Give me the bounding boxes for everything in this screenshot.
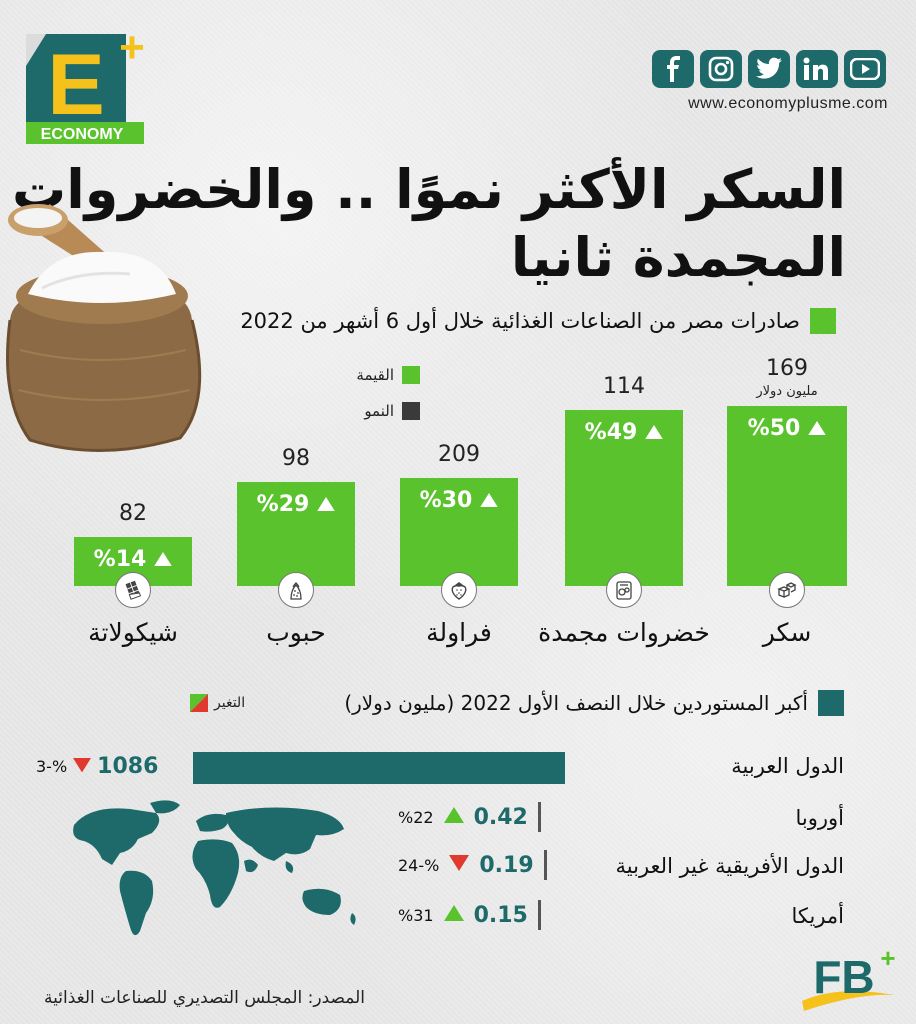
change-legend: التغير [190, 694, 245, 712]
category-label: حبوب [266, 618, 326, 647]
chocolate-icon [115, 572, 151, 608]
arrow-up-icon [645, 420, 664, 445]
bar-0: %50 [727, 406, 847, 586]
change-value: 3-% [36, 757, 68, 776]
bar-value-label: 82 [119, 501, 147, 526]
svg-text:+: + [119, 26, 145, 72]
importer-label: الدول الأفريقية غير العربية [615, 854, 844, 878]
exports-chart-title: صادرات مصر من الصناعات الغذائية خلال أول… [240, 308, 836, 334]
category-label: فراولة [426, 618, 492, 647]
arrow-up-icon [154, 547, 173, 572]
facebook-icon[interactable] [652, 50, 694, 88]
growth-value: %30 [419, 488, 473, 513]
importer-label: أوروبا [795, 806, 844, 830]
bar-4: %14 [74, 537, 192, 586]
arrow-up-icon [480, 488, 499, 513]
importer-value: 1086 [97, 754, 159, 779]
instagram-icon[interactable] [700, 50, 742, 88]
category-label: شيكولاتة [88, 618, 178, 647]
legend-swatch-importers [818, 690, 844, 716]
bar-2: %30 [400, 478, 518, 586]
importer-label: الدول العربية [731, 754, 844, 778]
arrow-down-icon [73, 757, 92, 776]
frozen-vegetables-icon [606, 572, 642, 608]
unit-label: مليون دولار [756, 384, 818, 399]
headline-line-1: السكر الأكثر نموًا .. والخضروات [12, 158, 846, 221]
sugar-cubes-icon [769, 572, 805, 608]
fb-plus-logo: FB + [802, 945, 896, 1011]
change-value: %31 [398, 905, 434, 925]
arrow-up-icon [317, 492, 336, 517]
bar-value-label: 98 [282, 446, 310, 471]
economy-plus-logo: E + ECONOMY [26, 26, 145, 144]
bar-value-label: 169 [766, 356, 808, 381]
importers-bar-chart: الدول العربية 3-% 1086 أوروبا %22 0.42 الدول ا… [0, 740, 916, 940]
category-label: سكر [762, 618, 812, 647]
legend-value: القيمة [356, 366, 420, 384]
growth-value: %50 [747, 416, 801, 441]
youtube-icon[interactable] [844, 50, 886, 88]
bar-value-label: 209 [438, 442, 480, 467]
headline-line-2: المجمدة ثانيا [510, 226, 846, 289]
source-note: المصدر: المجلس التصديري للصناعات الغذائي… [44, 988, 365, 1008]
sugar-sack-illustration [6, 204, 202, 453]
twitter-icon[interactable] [748, 50, 790, 88]
legend-swatch-exports [810, 308, 836, 334]
importer-label: أمريكا [791, 904, 844, 928]
value-divider [537, 900, 541, 930]
legend-swatch-growth [402, 402, 420, 420]
change-legend-swatch [190, 694, 208, 712]
legend-growth: النمو [364, 402, 420, 420]
linkedin-icon[interactable] [796, 50, 838, 88]
importer-value: 0.19 [479, 852, 534, 878]
growth-value: %49 [584, 420, 638, 445]
category-label: خضروات مجمدة [538, 618, 710, 647]
svg-text:FB: FB [813, 951, 874, 1003]
svg-text:E: E [47, 37, 104, 133]
bar-1: %49 [565, 410, 683, 586]
grains-icon [278, 572, 314, 608]
importer-value: 0.42 [473, 804, 528, 830]
bar-growth-label: %29 [237, 492, 355, 517]
bar-growth-label: %14 [74, 547, 192, 572]
value-divider [537, 802, 541, 832]
importer-value-group: %22 0.42 [398, 802, 541, 832]
website-url[interactable]: www.economyplusme.com [688, 95, 888, 112]
bar-growth-label: %50 [727, 416, 847, 441]
social-links [652, 50, 886, 88]
arrow-down-icon [449, 855, 470, 875]
svg-text:+: + [880, 945, 895, 973]
world-map-illustration [73, 800, 356, 936]
bar-value-label: 114 [603, 374, 645, 399]
importer-value-group: 3-% 1086 [36, 754, 158, 779]
arrow-up-icon [808, 416, 827, 441]
bar-growth-label: %30 [400, 488, 518, 513]
growth-value: %29 [256, 492, 310, 517]
importer-bar [193, 752, 565, 784]
importers-chart-title: أكبر المستوردين خلال النصف الأول 2022 (م… [344, 690, 844, 716]
strawberry-icon [441, 572, 477, 608]
importer-value-group: 24-% 0.19 [398, 850, 547, 880]
arrow-up-icon [443, 807, 464, 827]
change-value: %22 [398, 807, 434, 827]
growth-value: %14 [93, 547, 147, 572]
value-divider [543, 850, 547, 880]
svg-text:ECONOMY: ECONOMY [41, 126, 124, 143]
legend-swatch-value [402, 366, 420, 384]
bar-3: %29 [237, 482, 355, 586]
importer-value: 0.15 [473, 902, 528, 928]
bar-growth-label: %49 [565, 420, 683, 445]
importer-value-group: %31 0.15 [398, 900, 541, 930]
change-value: 24-% [398, 855, 440, 875]
arrow-up-icon [443, 905, 464, 925]
